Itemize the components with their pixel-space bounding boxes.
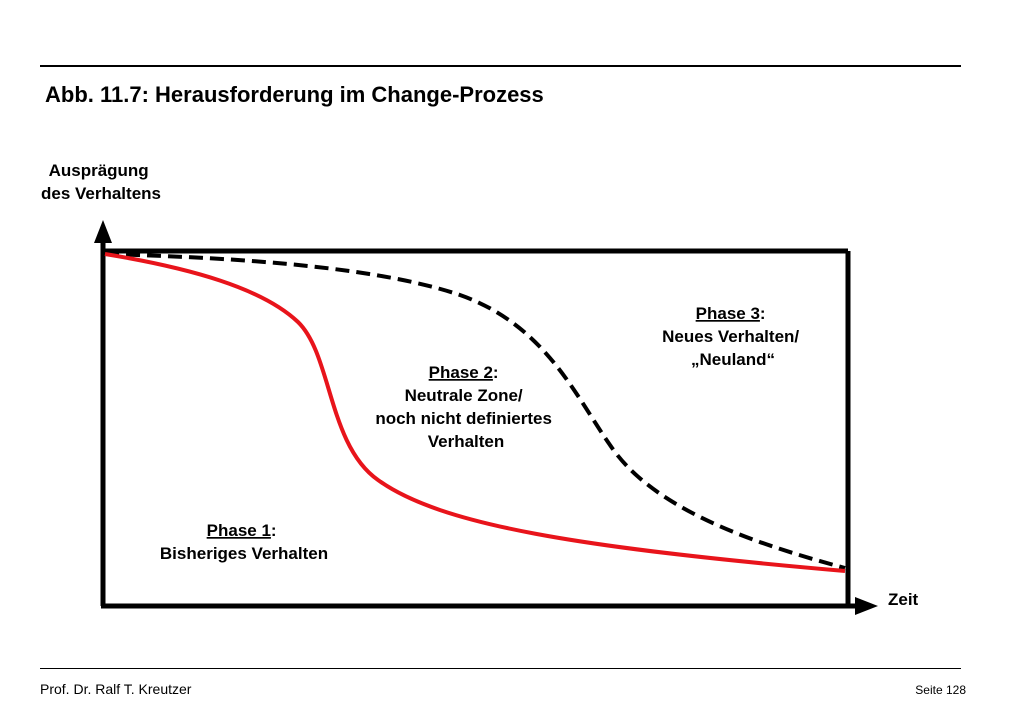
- bottom-rule: [40, 668, 961, 669]
- phase2-name: Phase 2: [429, 363, 493, 382]
- phase1-label: Phase 1: Bisheriges Verhalten: [160, 521, 328, 563]
- phase2-label: Phase 2: Neutrale Zone/ noch nicht defin…: [375, 363, 556, 451]
- footer-page-number: Seite 128: [915, 683, 966, 697]
- top-rule: [40, 65, 961, 67]
- phase2-suffix: :: [493, 363, 499, 382]
- page-title: Abb. 11.7: Herausforderung im Change-Pro…: [45, 82, 544, 107]
- solid-curve: [104, 252, 846, 573]
- x-axis-label: Zeit: [888, 590, 919, 609]
- phase1-line1: Bisheriges Verhalten: [160, 544, 328, 563]
- y-axis-label: Ausprägung des Verhaltens: [41, 161, 161, 203]
- y-axis-label-line2: des Verhaltens: [41, 184, 161, 203]
- phase3-label: Phase 3: Neues Verhalten/ „Neuland“: [662, 304, 804, 369]
- phase1-name: Phase 1: [207, 521, 271, 540]
- phase3-name: Phase 3: [696, 304, 760, 323]
- phase1-suffix: :: [271, 521, 277, 540]
- phase3-suffix: :: [760, 304, 766, 323]
- y-axis-label-line1: Ausprägung: [49, 161, 149, 180]
- footer-author: Prof. Dr. Ralf T. Kreutzer: [40, 681, 192, 697]
- y-axis-arrowhead: [94, 220, 112, 243]
- phase3-line1: Neues Verhalten/: [662, 327, 799, 346]
- phase3-line2: „Neuland“: [691, 350, 775, 369]
- phase2-line3: Verhalten: [428, 432, 505, 451]
- x-axis-arrowhead: [855, 597, 878, 615]
- phase2-line1: Neutrale Zone/: [405, 386, 523, 405]
- phase2-line2: noch nicht definiertes: [375, 409, 552, 428]
